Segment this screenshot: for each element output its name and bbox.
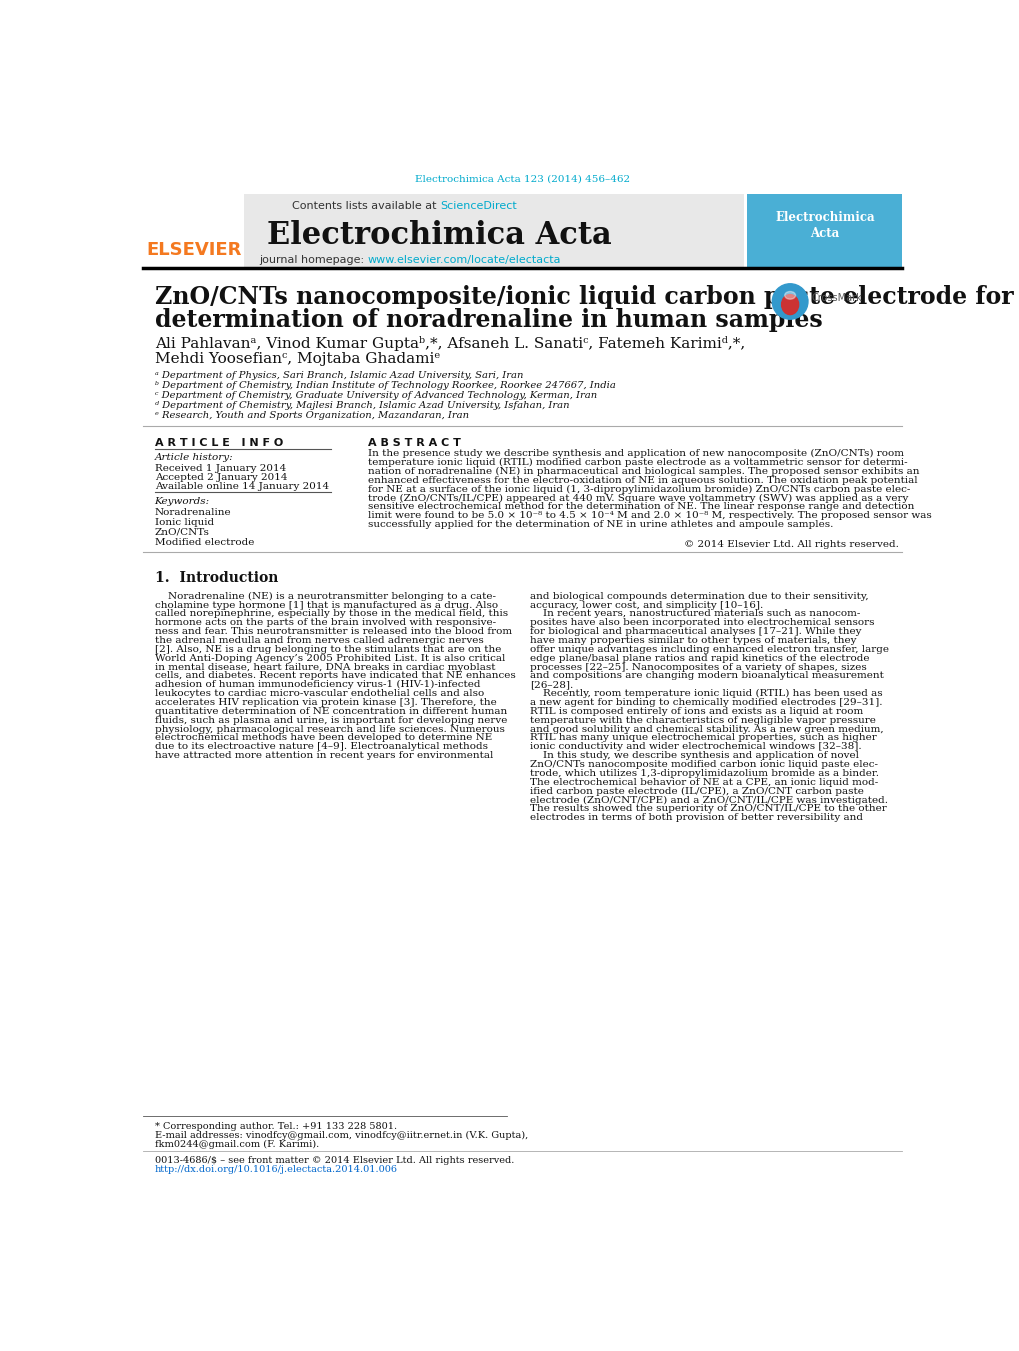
Text: a new agent for binding to chemically modified electrodes [29–31].: a new agent for binding to chemically mo… [530, 698, 882, 707]
Text: determination of noradrenaline in human samples: determination of noradrenaline in human … [155, 308, 821, 331]
Text: in mental disease, heart failure, DNA breaks in cardiac myoblast: in mental disease, heart failure, DNA br… [155, 662, 494, 671]
Text: electrode (ZnO/CNT/CPE) and a ZnO/CNT/IL/CPE was investigated.: electrode (ZnO/CNT/CPE) and a ZnO/CNT/IL… [530, 796, 888, 805]
Text: A B S T R A C T: A B S T R A C T [368, 438, 461, 447]
Text: RTIL is composed entirely of ions and exists as a liquid at room: RTIL is composed entirely of ions and ex… [530, 707, 863, 716]
Text: Keywords:: Keywords: [155, 497, 210, 507]
Text: http://dx.doi.org/10.1016/j.electacta.2014.01.006: http://dx.doi.org/10.1016/j.electacta.20… [155, 1166, 397, 1174]
Text: for NE at a surface of the ionic liquid (1, 3-dipropylimidazolium bromide) ZnO/C: for NE at a surface of the ionic liquid … [368, 485, 909, 494]
Text: In this study, we describe synthesis and application of novel: In this study, we describe synthesis and… [530, 751, 859, 761]
Text: for biological and pharmaceutical analyses [17–21]. While they: for biological and pharmaceutical analys… [530, 627, 861, 636]
Text: electrochemical methods have been developed to determine NE: electrochemical methods have been develo… [155, 734, 491, 743]
Text: cholamine type hormone [1] that is manufactured as a drug. Also: cholamine type hormone [1] that is manuf… [155, 601, 497, 609]
Text: nation of noradrenaline (NE) in pharmaceutical and biological samples. The propo: nation of noradrenaline (NE) in pharmace… [368, 467, 918, 476]
Text: Available online 14 January 2014: Available online 14 January 2014 [155, 482, 328, 492]
Text: have attracted more attention in recent years for environmental: have attracted more attention in recent … [155, 751, 492, 761]
Text: and biological compounds determination due to their sensitivity,: and biological compounds determination d… [530, 592, 868, 601]
Text: enhanced effectiveness for the electro-oxidation of NE in aqueous solution. The : enhanced effectiveness for the electro-o… [368, 476, 916, 485]
Text: fluids, such as plasma and urine, is important for developing nerve: fluids, such as plasma and urine, is imp… [155, 716, 506, 724]
Text: ᵇ Department of Chemistry, Indian Institute of Technology Roorkee, Roorkee 24766: ᵇ Department of Chemistry, Indian Instit… [155, 381, 614, 390]
Text: electrodes in terms of both provision of better reversibility and: electrodes in terms of both provision of… [530, 813, 863, 823]
Text: journal homepage:: journal homepage: [259, 255, 368, 265]
Text: Article history:: Article history: [155, 453, 233, 462]
Text: ZnO/CNTs: ZnO/CNTs [155, 528, 209, 536]
Text: successfully applied for the determination of NE in urine athletes and ampoule s: successfully applied for the determinati… [368, 520, 833, 530]
Text: [2]. Also, NE is a drug belonging to the stimulants that are on the: [2]. Also, NE is a drug belonging to the… [155, 644, 500, 654]
Text: RTIL has many unique electrochemical properties, such as higher: RTIL has many unique electrochemical pro… [530, 734, 876, 743]
Bar [747, 193, 902, 267]
Text: called norepinephrine, especially by those in the medical field, this: called norepinephrine, especially by tho… [155, 609, 507, 619]
Text: leukocytes to cardiac micro-vascular endothelial cells and also: leukocytes to cardiac micro-vascular end… [155, 689, 483, 698]
Text: Electrochimica Acta: Electrochimica Acta [267, 220, 611, 251]
Text: processes [22–25]. Nanocomposites of a variety of shapes, sizes: processes [22–25]. Nanocomposites of a v… [530, 662, 866, 671]
Text: cells, and diabetes. Recent reports have indicated that NE enhances: cells, and diabetes. Recent reports have… [155, 671, 515, 681]
Ellipse shape [784, 292, 795, 299]
Text: adhesion of human immunodeficiency virus-1 (HIV-1)-infected: adhesion of human immunodeficiency virus… [155, 681, 480, 689]
Text: quantitative determination of NE concentration in different human: quantitative determination of NE concent… [155, 707, 506, 716]
Text: Noradrenaline (NE) is a neurotransmitter belonging to a cate-: Noradrenaline (NE) is a neurotransmitter… [155, 592, 495, 601]
Text: www.elsevier.com/locate/electacta: www.elsevier.com/locate/electacta [368, 255, 560, 265]
Text: ᵉ Research, Youth and Sports Organization, Mazandaran, Iran: ᵉ Research, Youth and Sports Organizatio… [155, 411, 469, 420]
Text: World Anti-Doping Agency’s 2005 Prohibited List. It is also critical: World Anti-Doping Agency’s 2005 Prohibit… [155, 654, 504, 663]
Text: * Corresponding author. Tel.: +91 133 228 5801.: * Corresponding author. Tel.: +91 133 22… [155, 1121, 396, 1131]
Text: sensitive electrochemical method for the determination of NE. The linear respons: sensitive electrochemical method for the… [368, 503, 913, 512]
Text: In the presence study we describe synthesis and application of new nanocomposite: In the presence study we describe synthe… [368, 450, 903, 458]
Text: ᵃ Department of Physics, Sari Branch, Islamic Azad University, Sari, Iran: ᵃ Department of Physics, Sari Branch, Is… [155, 370, 523, 380]
Text: Ionic liquid: Ionic liquid [155, 517, 214, 527]
Text: Received 1 January 2014: Received 1 January 2014 [155, 463, 285, 473]
Text: ScienceDirect: ScienceDirect [439, 201, 516, 211]
Text: due to its electroactive nature [4–9]. Electroanalytical methods: due to its electroactive nature [4–9]. E… [155, 742, 487, 751]
Text: trode (ZnO/CNTs/IL/CPE) appeared at 440 mV. Square wave voltammetry (SWV) was ap: trode (ZnO/CNTs/IL/CPE) appeared at 440 … [368, 493, 907, 503]
Text: The electrochemical behavior of NE at a CPE, an ionic liquid mod-: The electrochemical behavior of NE at a … [530, 778, 878, 786]
Text: limit were found to be 5.0 × 10⁻⁸ to 4.5 × 10⁻⁴ M and 2.0 × 10⁻⁸ M, respectively: limit were found to be 5.0 × 10⁻⁸ to 4.5… [368, 511, 930, 520]
Text: offer unique advantages including enhanced electron transfer, large: offer unique advantages including enhanc… [530, 644, 889, 654]
Text: ified carbon paste electrode (IL/CPE), a ZnO/CNT carbon paste: ified carbon paste electrode (IL/CPE), a… [530, 786, 863, 796]
Text: Ali Pahlavanᵃ, Vinod Kumar Guptaᵇ,*, Afsaneh L. Sanatiᶜ, Fatemeh Karimiᵈ,*,: Ali Pahlavanᵃ, Vinod Kumar Guptaᵇ,*, Afs… [155, 336, 744, 351]
Text: ZnO/CNTs nanocomposite modified carbon ionic liquid paste elec-: ZnO/CNTs nanocomposite modified carbon i… [530, 761, 877, 769]
Text: ELSEVIER: ELSEVIER [147, 242, 243, 259]
Text: accuracy, lower cost, and simplicity [10–16].: accuracy, lower cost, and simplicity [10… [530, 601, 763, 609]
Text: temperature ionic liquid (RTIL) modified carbon paste electrode as a voltammetri: temperature ionic liquid (RTIL) modified… [368, 458, 907, 467]
Text: ionic conductivity and wider electrochemical windows [32–38].: ionic conductivity and wider electrochem… [530, 742, 861, 751]
Text: hormone acts on the parts of the brain involved with responsive-: hormone acts on the parts of the brain i… [155, 619, 495, 627]
Text: the adrenal medulla and from nerves called adrenergic nerves: the adrenal medulla and from nerves call… [155, 636, 483, 644]
Text: 1.  Introduction: 1. Introduction [155, 571, 278, 585]
Text: Recently, room temperature ionic liquid (RTIL) has been used as: Recently, room temperature ionic liquid … [530, 689, 882, 698]
Text: E-mail addresses: vinodfcy@gmail.com, vinodfcy@iitr.ernet.in (V.K. Gupta),: E-mail addresses: vinodfcy@gmail.com, vi… [155, 1131, 528, 1140]
Bar [143, 193, 244, 267]
Text: ᵈ Department of Chemistry, Majlesi Branch, Islamic Azad University, Isfahan, Ira: ᵈ Department of Chemistry, Majlesi Branc… [155, 401, 569, 409]
Bar [143, 193, 743, 267]
Text: Mehdi Yoosefianᶜ, Mojtaba Ghadamiᵉ: Mehdi Yoosefianᶜ, Mojtaba Ghadamiᵉ [155, 351, 439, 366]
Text: 0013-4686/$ – see front matter © 2014 Elsevier Ltd. All rights reserved.: 0013-4686/$ – see front matter © 2014 El… [155, 1156, 514, 1165]
Text: physiology, pharmacological research and life sciences. Numerous: physiology, pharmacological research and… [155, 724, 504, 734]
Text: fkm0244@gmail.com (F. Karimi).: fkm0244@gmail.com (F. Karimi). [155, 1140, 319, 1150]
Text: temperature with the characteristics of negligible vapor pressure: temperature with the characteristics of … [530, 716, 875, 724]
Text: Accepted 2 January 2014: Accepted 2 January 2014 [155, 473, 286, 482]
Text: edge plane/basal plane ratios and rapid kinetics of the electrode: edge plane/basal plane ratios and rapid … [530, 654, 869, 663]
Text: posites have also been incorporated into electrochemical sensors: posites have also been incorporated into… [530, 619, 874, 627]
Text: Contents lists available at: Contents lists available at [291, 201, 439, 211]
Text: In recent years, nanostructured materials such as nanocom-: In recent years, nanostructured material… [530, 609, 860, 619]
Text: trode, which utilizes 1,3-dipropylimidazolium bromide as a binder.: trode, which utilizes 1,3-dipropylimidaz… [530, 769, 878, 778]
Text: [26–28].: [26–28]. [530, 681, 573, 689]
Text: ᶜ Department of Chemistry, Graduate University of Advanced Technology, Kerman, I: ᶜ Department of Chemistry, Graduate Univ… [155, 390, 596, 400]
Text: A R T I C L E   I N F O: A R T I C L E I N F O [155, 438, 282, 447]
Text: ZnO/CNTs nanocomposite/ionic liquid carbon paste electrode for: ZnO/CNTs nanocomposite/ionic liquid carb… [155, 285, 1012, 308]
Text: CrossMark: CrossMark [810, 293, 861, 303]
Text: Electrochimica Acta 123 (2014) 456–462: Electrochimica Acta 123 (2014) 456–462 [415, 174, 630, 184]
Text: Modified electrode: Modified electrode [155, 538, 254, 547]
Text: Electrochimica
Acta: Electrochimica Acta [774, 211, 874, 239]
Text: accelerates HIV replication via protein kinase [3]. Therefore, the: accelerates HIV replication via protein … [155, 698, 496, 707]
Text: The results showed the superiority of ZnO/CNT/IL/CPE to the other: The results showed the superiority of Zn… [530, 804, 887, 813]
Text: have many properties similar to other types of materials, they: have many properties similar to other ty… [530, 636, 856, 644]
Circle shape [771, 284, 807, 319]
Text: © 2014 Elsevier Ltd. All rights reserved.: © 2014 Elsevier Ltd. All rights reserved… [683, 540, 898, 550]
Text: and good solubility and chemical stability. As a new green medium,: and good solubility and chemical stabili… [530, 724, 883, 734]
Ellipse shape [781, 295, 798, 315]
Text: Noradrenaline: Noradrenaline [155, 508, 231, 517]
Text: and compositions are changing modern bioanalytical measurement: and compositions are changing modern bio… [530, 671, 883, 681]
Text: ness and fear. This neurotransmitter is released into the blood from: ness and fear. This neurotransmitter is … [155, 627, 512, 636]
